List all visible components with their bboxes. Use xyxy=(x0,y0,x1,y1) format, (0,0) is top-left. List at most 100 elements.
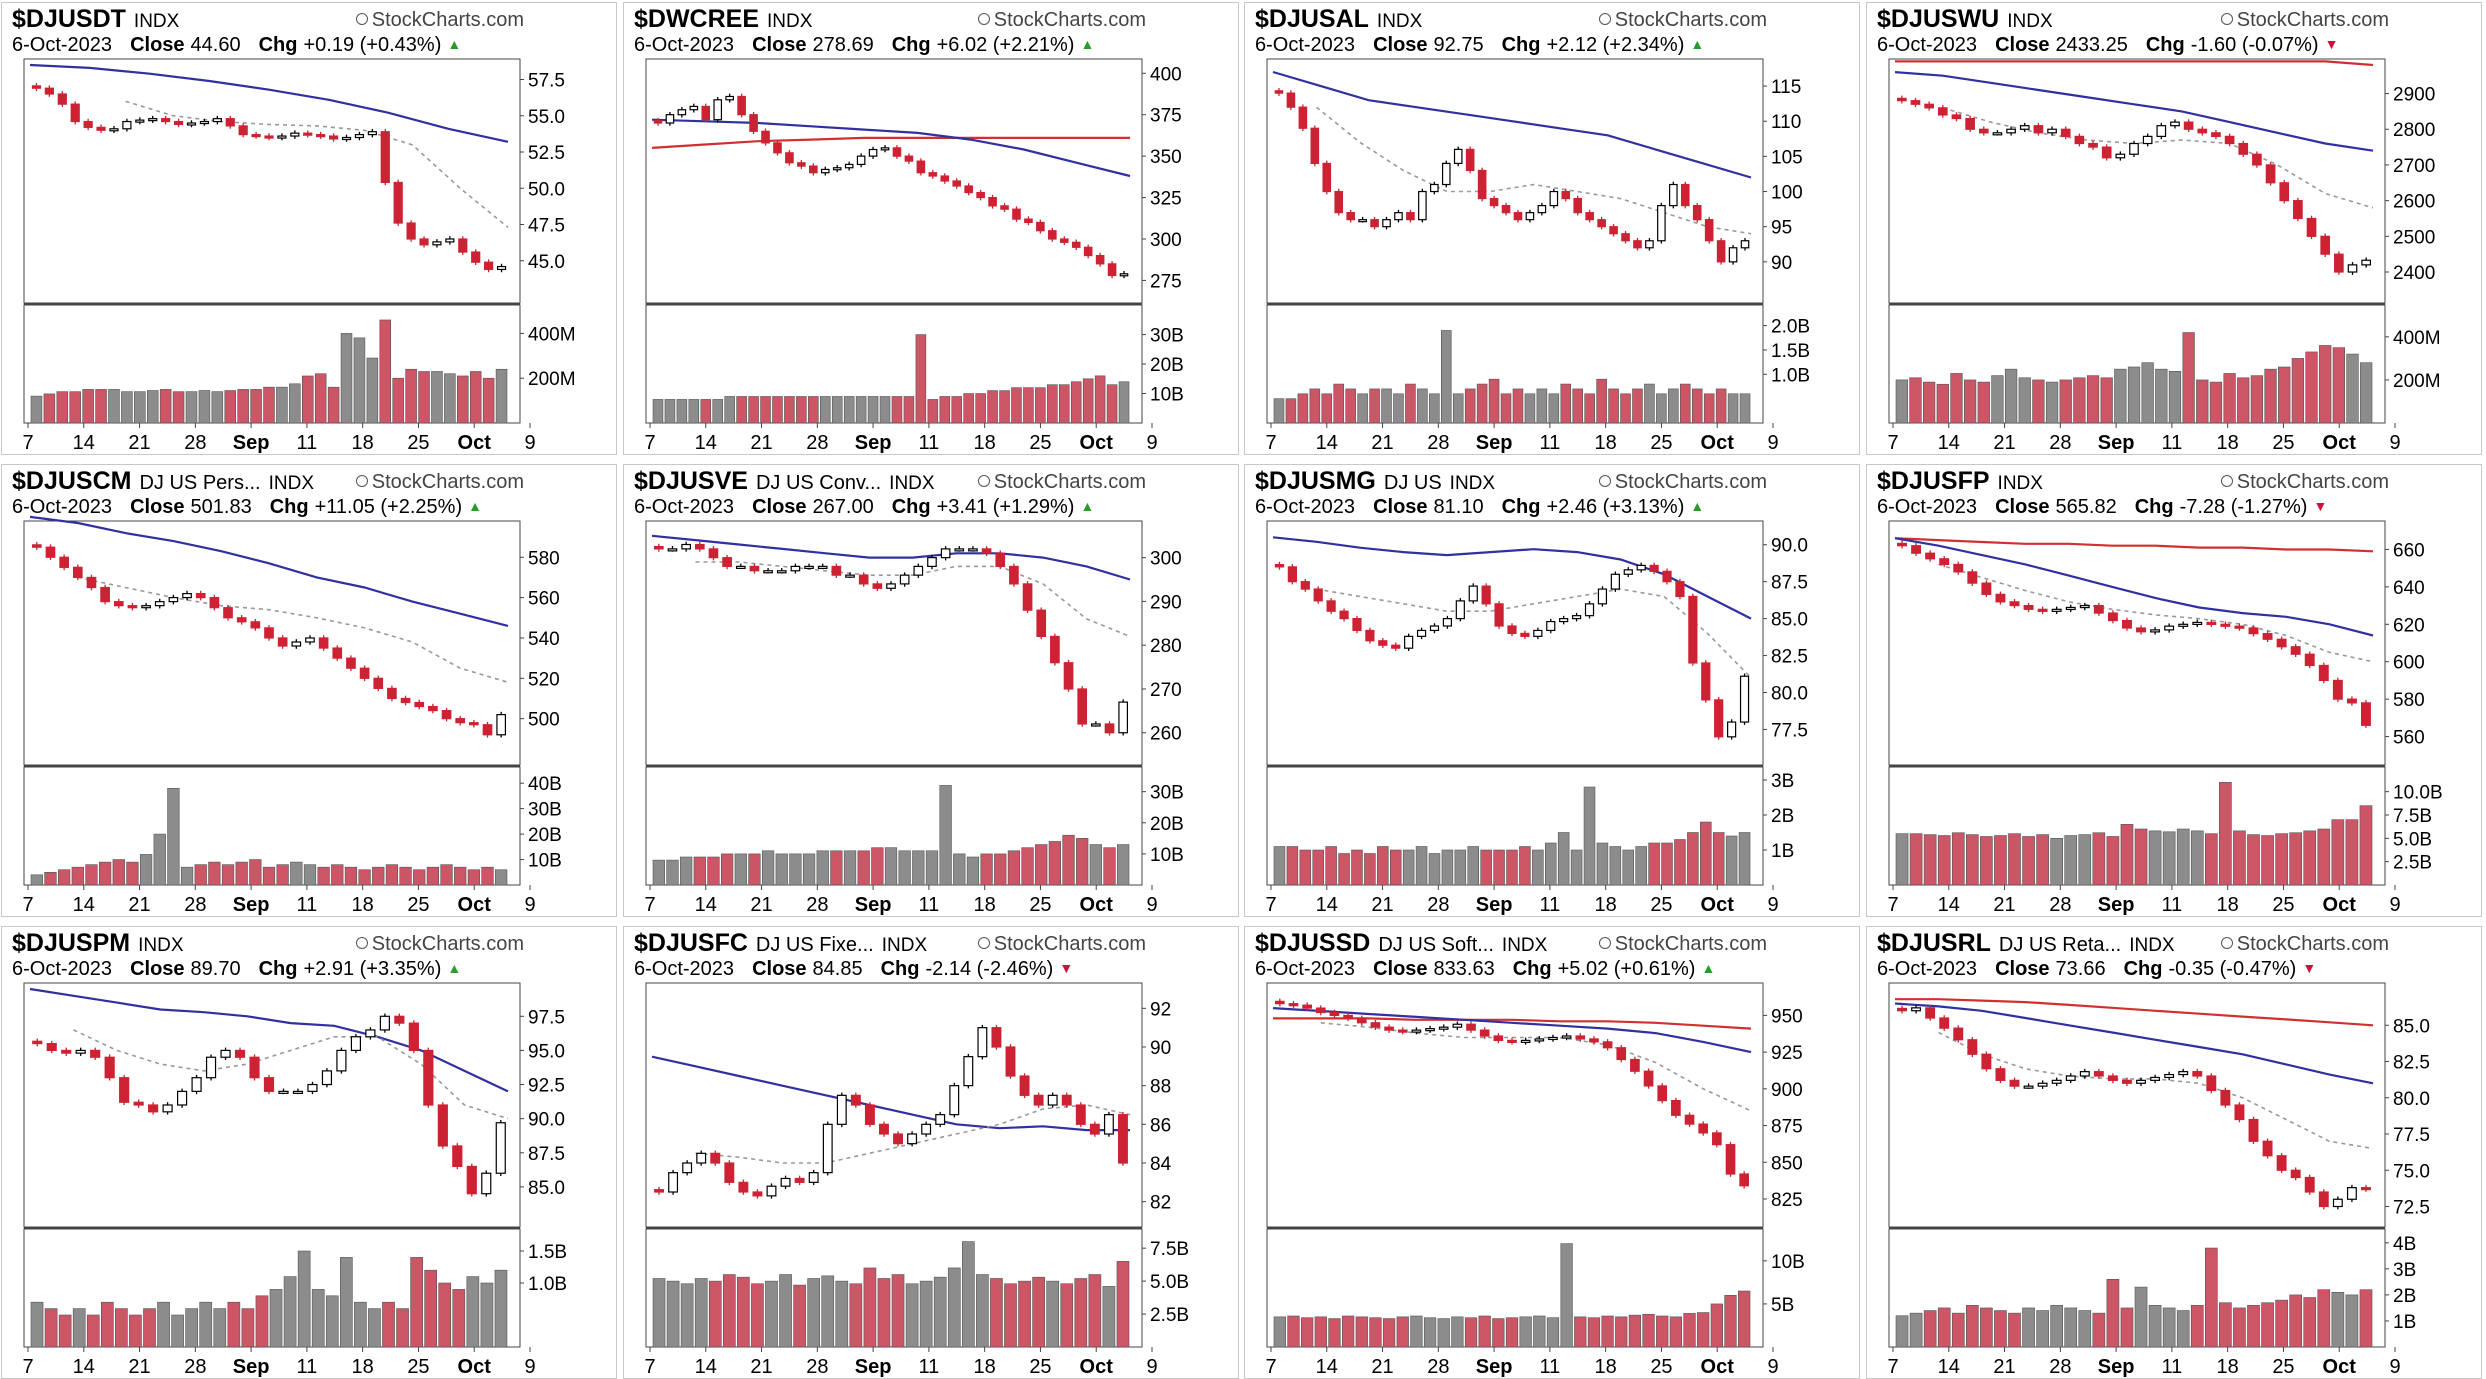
chart-panel-djusfc[interactable]: $DJUSFC DJ US Fixe... INDX StockCharts.com 6… xyxy=(623,926,1239,1379)
candle-body xyxy=(31,85,42,89)
chart-panel-djusve[interactable]: $DJUSVE DJ US Conv... INDX StockCharts.com 6… xyxy=(623,464,1239,917)
candle-body xyxy=(1091,723,1101,727)
volume-bar xyxy=(772,396,783,424)
volume-bar xyxy=(2176,828,2190,886)
candle-body xyxy=(100,586,110,603)
volume-bar xyxy=(2141,362,2154,424)
volume-bar xyxy=(2050,1305,2064,1348)
candle-body xyxy=(1561,190,1571,200)
candle-body xyxy=(1441,162,1451,186)
volume-bar xyxy=(2134,1286,2148,1348)
volume-bar xyxy=(2345,819,2359,886)
candle-body xyxy=(916,160,926,174)
chart-panel-djusfp[interactable]: $DJUSFP INDX StockCharts.com 6-Oct-2023 Clos… xyxy=(1866,464,2482,917)
volume-bar xyxy=(454,866,467,886)
quote-date: 6-Oct-2023 xyxy=(634,34,735,56)
chart-panel-djusal[interactable]: $DJUSAL INDX StockCharts.com 6-Oct-2023 Clos… xyxy=(1244,2,1860,455)
candle-body xyxy=(205,1056,217,1079)
chart-panel-djusdt[interactable]: $DJUSDT INDX StockCharts.com 6-Oct-2023 Clos… xyxy=(1,2,617,455)
volume-bar xyxy=(1691,388,1703,424)
volume-tick-label: 1.0B xyxy=(528,1274,567,1295)
volume-bar xyxy=(368,1308,381,1348)
chart-panel-djussd[interactable]: $DJUSSD DJ US Soft... INDX StockCharts.com 6… xyxy=(1244,926,1860,1379)
volume-tick-label: 30B xyxy=(1150,783,1184,804)
chart-panel-djuspm[interactable]: $DJUSPM INDX StockCharts.com 6-Oct-2023 Clos… xyxy=(1,926,617,1379)
price-pane-frame xyxy=(645,982,1143,1228)
volume-bar xyxy=(879,396,891,424)
ma-blue-line xyxy=(651,118,1131,178)
brand-label: StockCharts.com xyxy=(355,9,524,32)
x-tick-label: 28 xyxy=(1427,432,1449,454)
volume-tick-label: 2.5B xyxy=(2393,853,2432,874)
candle-body xyxy=(1286,92,1296,108)
price-tick-label: 47.5 xyxy=(528,216,565,237)
candle-body xyxy=(2304,1176,2315,1193)
candle-body xyxy=(162,1104,173,1113)
brand-text: StockCharts.com xyxy=(371,9,524,31)
volume-bar xyxy=(1351,849,1363,886)
volume-bar xyxy=(891,1274,905,1348)
price-tick-label: 57.5 xyxy=(528,71,565,92)
chart-panel-djuswu[interactable]: $DJUSWU INDX StockCharts.com 6-Oct-2023 Clos… xyxy=(1866,2,2482,455)
candle-body xyxy=(681,543,691,550)
candle-body xyxy=(2206,1075,2217,1092)
volume-bar xyxy=(1060,1283,1074,1348)
price-tick-label: 290 xyxy=(1150,592,1182,613)
candle-body xyxy=(1534,1038,1545,1042)
quote-line: 6-Oct-2023 Close 501.83 Chg +11.05 (+2.25%) ▲ xyxy=(12,496,482,519)
volume-bar xyxy=(2018,377,2031,424)
chg-label: Chg xyxy=(891,496,931,518)
chg-label: Chg xyxy=(880,958,920,980)
volume-bar xyxy=(1977,381,1990,424)
chart-panel-djusmg[interactable]: $DJUSMG DJ US INDX StockCharts.com 6-Oct-202… xyxy=(1244,464,1860,917)
ma-blue-line xyxy=(1894,1002,2374,1085)
volume-bar xyxy=(1410,1315,1423,1348)
candle-body xyxy=(653,120,663,124)
candle-body xyxy=(836,1094,847,1125)
candle-body xyxy=(1712,1132,1722,1146)
chg-value: -1.60 (-0.07%) xyxy=(2190,34,2319,56)
candle-body xyxy=(2093,1071,2104,1077)
volume-bar xyxy=(1622,849,1635,886)
candle-body xyxy=(921,1123,932,1135)
volume-bar xyxy=(237,389,249,424)
candle-body xyxy=(1896,97,1907,102)
brand-label: StockCharts.com xyxy=(1598,471,1767,494)
triangle-up-icon: ▲ xyxy=(1701,960,1716,976)
close-label: Close xyxy=(1373,958,1428,980)
volume-bar xyxy=(933,1276,947,1348)
x-tick-label: 18 xyxy=(352,1356,374,1378)
x-tick-label: 14 xyxy=(1316,432,1338,454)
volume-tick-label: 200M xyxy=(528,369,576,390)
volume-bar xyxy=(1492,1318,1505,1348)
x-tick-label: 28 xyxy=(2049,1356,2071,1378)
x-tick-label: 9 xyxy=(2389,1356,2400,1378)
volume-bar xyxy=(808,396,819,424)
candle-body xyxy=(1951,114,1962,120)
symbol-label: $DJUSFC DJ US Fixe... INDX xyxy=(634,929,927,958)
volume-bar xyxy=(1021,847,1034,886)
volume-bar xyxy=(1047,384,1058,424)
chart-panel-djusrl[interactable]: $DJUSRL DJ US Reta... INDX StockCharts.com 6… xyxy=(1866,926,2482,1379)
volume-bar xyxy=(1088,1274,1102,1348)
volume-tick-label: 1.0B xyxy=(1771,365,1810,386)
candle-body xyxy=(817,565,828,569)
volume-bar xyxy=(146,390,159,424)
candle-body xyxy=(1022,583,1033,611)
candle-body xyxy=(1310,127,1320,165)
candle-body xyxy=(766,1185,777,1197)
volume-bar xyxy=(1070,381,1082,424)
price-tick-label: 270 xyxy=(1150,680,1182,701)
chart-panel-dwcree[interactable]: $DWCREE INDX StockCharts.com 6-Oct-2023 Clos… xyxy=(623,2,1239,455)
candle-body xyxy=(305,637,315,643)
volume-bar xyxy=(760,396,771,424)
volume-bar xyxy=(2317,828,2331,886)
volume-bar xyxy=(925,850,939,886)
price-tick-label: 325 xyxy=(1150,189,1182,210)
volume-bar xyxy=(1965,834,1979,886)
chart-panel-djuscm[interactable]: $DJUSCM DJ US Pers... INDX StockCharts.com 6… xyxy=(1,464,617,917)
volume-bar xyxy=(58,869,71,886)
volume-bar xyxy=(676,399,688,424)
volume-bar xyxy=(2036,1310,2049,1348)
